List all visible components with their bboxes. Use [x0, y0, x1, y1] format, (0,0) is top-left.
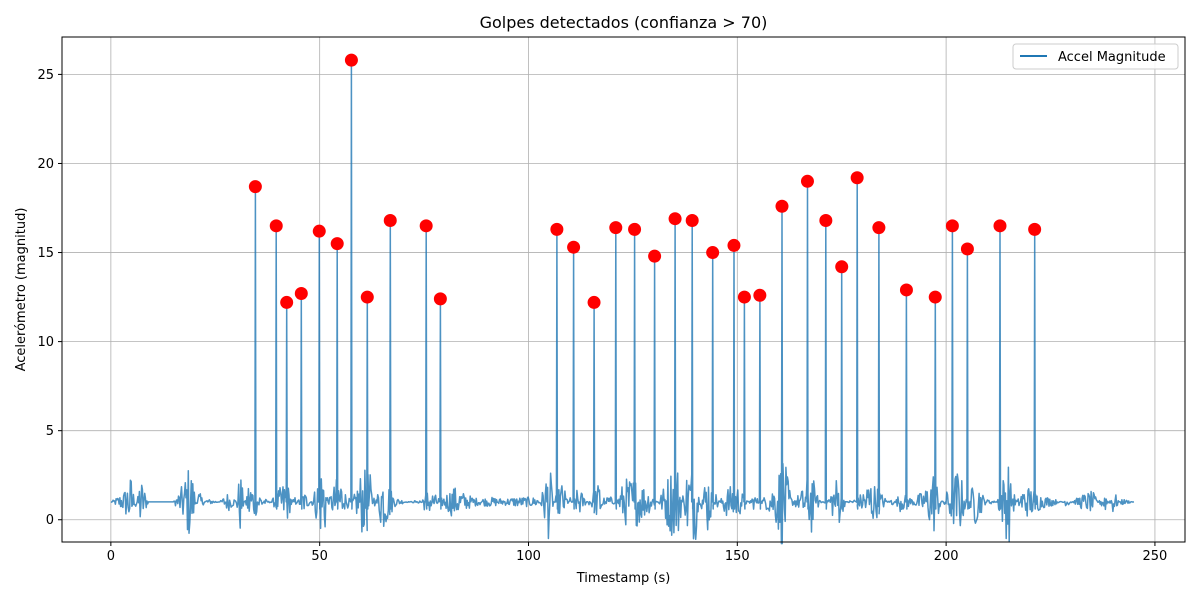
hit-point	[993, 219, 1007, 233]
points-layer	[248, 53, 1042, 309]
hit-point	[928, 290, 942, 304]
y-tick-label: 10	[37, 335, 54, 350]
chart-title: Golpes detectados (confianza > 70)	[480, 13, 768, 32]
y-tick-label: 15	[37, 246, 54, 261]
hit-point	[668, 212, 682, 226]
hit-point	[312, 224, 326, 238]
hit-point	[737, 290, 751, 304]
ticks-layer: 0 50 100 150 200 250 0 5 10 15 20 25	[37, 68, 1167, 564]
hit-point	[550, 222, 564, 236]
hit-point	[383, 213, 397, 227]
grid	[62, 37, 1185, 542]
hit-point	[330, 237, 344, 251]
hit-point	[587, 295, 601, 309]
x-tick-label: 200	[934, 549, 959, 564]
hit-point	[960, 242, 974, 256]
y-tick-label: 0	[46, 513, 54, 528]
x-tick-label: 0	[107, 549, 115, 564]
series-line-accel-magnitude	[110, 59, 1135, 545]
y-tick-label: 25	[37, 68, 54, 83]
hit-point	[706, 246, 720, 260]
x-tick-label: 50	[311, 549, 328, 564]
hit-point	[433, 292, 447, 306]
hit-point	[753, 288, 767, 302]
hit-point	[872, 221, 886, 235]
y-tick-label: 20	[37, 157, 54, 172]
hit-point	[280, 295, 294, 309]
hit-point	[800, 174, 814, 188]
hit-point	[609, 221, 623, 235]
x-tick-label: 150	[725, 549, 750, 564]
hit-point	[567, 240, 581, 254]
legend: Accel Magnitude	[1012, 43, 1179, 70]
hit-point	[945, 219, 959, 233]
hit-point	[835, 260, 849, 274]
hit-point	[899, 283, 913, 297]
legend-box	[1012, 43, 1179, 70]
y-tick-label: 5	[46, 424, 54, 439]
hit-point	[360, 290, 374, 304]
hit-point	[819, 213, 833, 227]
hit-point	[850, 171, 864, 185]
hit-point	[727, 238, 741, 252]
hit-point	[419, 219, 433, 233]
y-axis-label: Acelerómetro (magnitud)	[14, 208, 29, 372]
hit-point	[248, 180, 262, 194]
hit-point	[648, 249, 662, 263]
x-axis-label: Timestamp (s)	[576, 571, 671, 586]
hit-point	[344, 53, 358, 67]
hit-point	[1028, 222, 1042, 236]
hit-point	[685, 213, 699, 227]
hit-point	[294, 287, 308, 301]
hit-point	[775, 199, 789, 213]
hit-point	[628, 222, 642, 236]
legend-label-accel: Accel Magnitude	[1058, 50, 1166, 65]
hit-point	[269, 219, 283, 233]
x-tick-label: 250	[1143, 549, 1168, 564]
x-tick-label: 100	[516, 549, 541, 564]
series-layer	[110, 59, 1135, 545]
plot-frame	[61, 36, 1186, 543]
